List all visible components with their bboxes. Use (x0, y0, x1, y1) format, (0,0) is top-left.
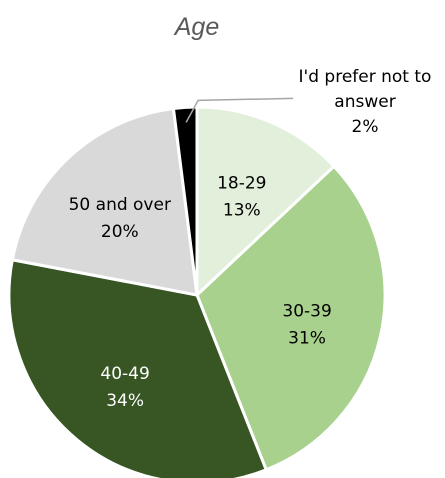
slice-value-40-49: 34% (106, 391, 144, 411)
slice-value-18-29: 13% (223, 200, 261, 220)
slice-value-50-and-over: 20% (101, 222, 139, 242)
pie-labels: 18-29 13% 30-39 31% 40-49 34% 50 and over 20% I'… (69, 67, 432, 411)
leader-line-i-d-prefer-not-to-answer (185, 97, 294, 123)
slice-label-40-49: 40-49 (100, 364, 149, 384)
slice-label-i-d-prefer-not-to-answer: I'd prefer not to (299, 67, 432, 87)
pie-slice-18-29 (195, 105, 336, 297)
pie-slice-40-49 (7, 258, 268, 478)
slice-label-18-29: 18-29 (217, 173, 266, 193)
slice-label-50-and-over: 50 and over (69, 195, 171, 215)
pie-slice-50-and-over (10, 106, 199, 297)
slice-value-i-d-prefer-not-to-answer: 2% (352, 117, 379, 137)
chart-title: Age (173, 13, 219, 41)
slice-label-i-d-prefer-not-to-answer: answer (334, 92, 395, 112)
slice-label-30-39: 30-39 (282, 302, 331, 322)
pie-slice-i-d-prefer-not-to-answer (171, 105, 199, 297)
slice-value-30-39: 31% (288, 329, 326, 349)
pie-slices (7, 105, 387, 478)
pie-slice-30-39 (195, 164, 387, 472)
